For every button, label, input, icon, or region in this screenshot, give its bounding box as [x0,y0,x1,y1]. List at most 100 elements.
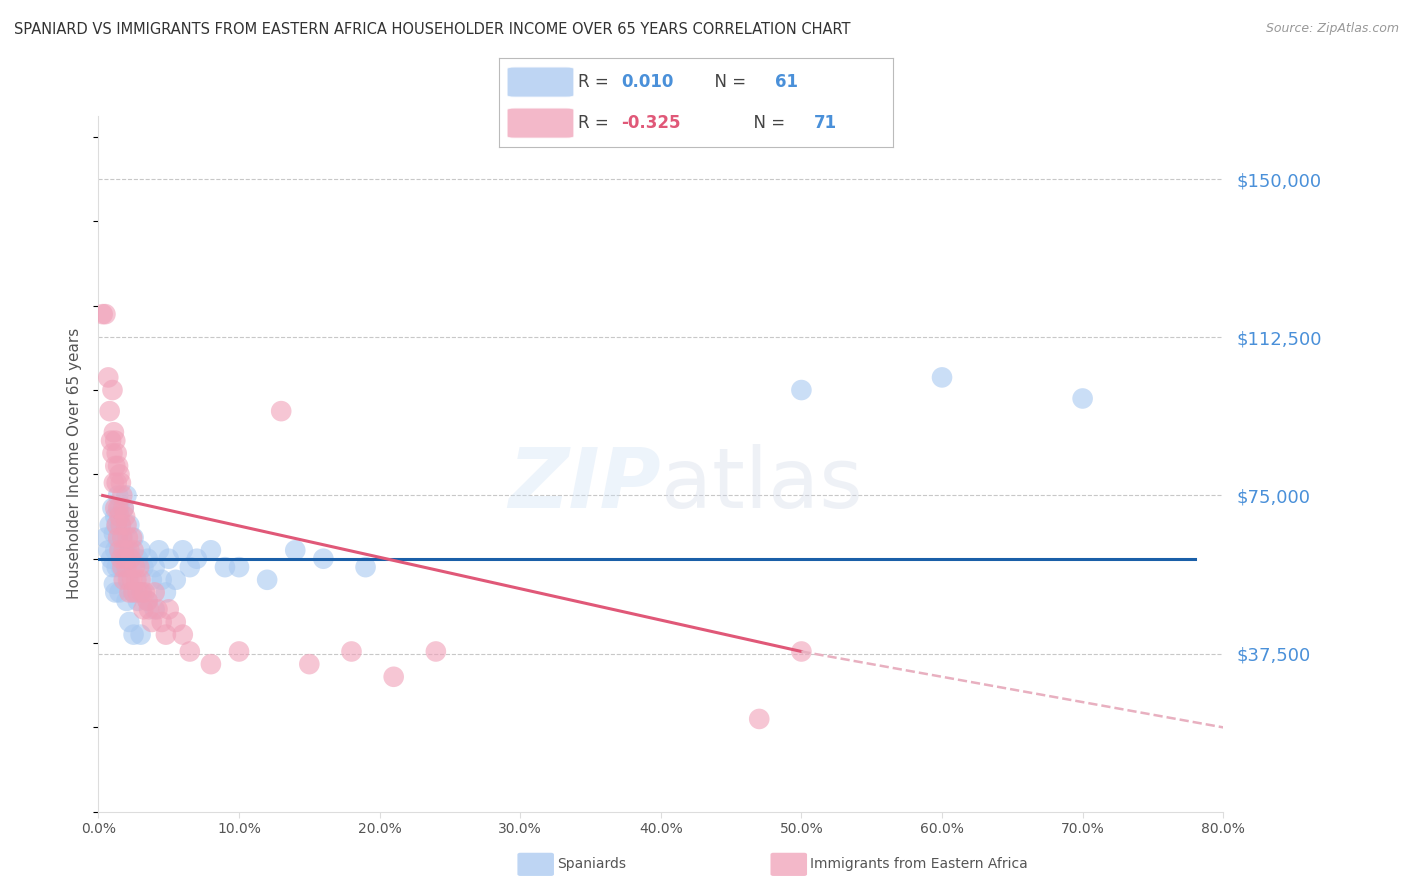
Point [132,560,155,574]
Point [124,560,146,574]
Point [105,560,128,574]
Point [98,404,121,418]
Point [104,509,127,524]
Point [200,657,222,672]
Text: SPANIARD VS IMMIGRANTS FROM EASTERN AFRICA HOUSEHOLDER INCOME OVER 65 YEARS CORR: SPANIARD VS IMMIGRANTS FROM EASTERN AFRI… [14,22,851,37]
Point [112,501,135,516]
Point [165,615,187,629]
Text: N =: N = [744,114,790,132]
Point [790,644,813,658]
Point [748,712,770,726]
Point [138,602,160,616]
Point [1071,392,1094,406]
Point [115,543,138,558]
Point [101,560,124,574]
Point [312,551,335,566]
Point [112,543,135,558]
Point [121,573,143,587]
Point [228,644,250,658]
Point [148,543,170,558]
Point [108,543,131,558]
Point [104,434,127,448]
Point [157,602,180,616]
Point [107,458,129,473]
Point [118,518,141,533]
Point [111,560,134,574]
Point [270,404,292,418]
Text: -0.325: -0.325 [621,114,681,132]
Point [112,573,135,587]
Point [127,551,149,566]
Point [179,644,201,658]
Point [115,518,138,533]
Point [131,585,153,599]
Point [114,543,136,558]
Point [931,370,953,384]
Point [122,627,145,641]
Point [179,560,201,574]
Point [101,383,124,397]
Point [103,577,125,591]
FancyBboxPatch shape [508,108,574,138]
Text: ZIP: ZIP [508,444,661,525]
Point [105,518,128,533]
Point [111,531,134,545]
Point [104,585,127,599]
Point [122,585,145,599]
Text: Spaniards: Spaniards [557,857,626,871]
Point [143,602,166,616]
Point [118,615,141,629]
Point [118,543,141,558]
Point [114,551,136,566]
Point [172,627,194,641]
Point [110,551,132,566]
Point [129,543,152,558]
Point [108,501,131,516]
Point [134,585,156,599]
Text: 71: 71 [814,114,837,132]
Point [256,573,278,587]
Point [214,560,236,574]
Point [340,644,363,658]
Point [120,551,142,566]
Point [110,518,132,533]
Point [186,551,208,566]
Point [150,573,173,587]
Point [111,488,134,502]
Point [141,615,163,629]
Text: Source: ZipAtlas.com: Source: ZipAtlas.com [1265,22,1399,36]
Point [98,518,121,533]
Point [108,543,131,558]
Point [115,594,138,608]
Point [104,543,127,558]
Point [127,594,149,608]
Point [107,501,129,516]
Point [200,543,222,558]
Point [94,307,117,321]
Text: 0.010: 0.010 [621,73,673,91]
Point [110,475,132,490]
Point [127,585,149,599]
Point [118,585,141,599]
Point [107,534,129,549]
Text: R =: R = [578,114,614,132]
Point [94,531,117,545]
Point [128,560,150,574]
Point [155,585,177,599]
Text: 61: 61 [775,73,797,91]
Point [165,573,187,587]
Point [105,446,128,460]
Point [118,573,141,587]
Point [100,551,122,566]
Point [97,370,120,384]
Point [112,501,135,516]
Point [122,543,145,558]
Point [117,573,139,587]
Point [136,594,159,608]
Point [425,644,447,658]
Point [143,560,166,574]
Point [129,585,152,599]
Point [122,585,145,599]
Point [108,509,131,524]
Point [101,446,124,460]
